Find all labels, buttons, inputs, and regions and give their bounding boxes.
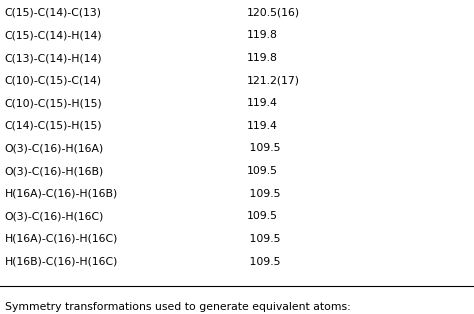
- Text: 109.5: 109.5: [246, 143, 281, 154]
- Text: 109.5: 109.5: [246, 166, 277, 176]
- Text: 119.4: 119.4: [246, 98, 277, 108]
- Text: H(16B)-C(16)-H(16C): H(16B)-C(16)-H(16C): [5, 257, 118, 267]
- Text: C(10)-C(15)-H(15): C(10)-C(15)-H(15): [5, 98, 102, 108]
- Text: H(16A)-C(16)-H(16B): H(16A)-C(16)-H(16B): [5, 189, 118, 199]
- Text: C(15)-C(14)-C(13): C(15)-C(14)-C(13): [5, 8, 102, 18]
- Text: 119.8: 119.8: [246, 30, 277, 41]
- Text: 109.5: 109.5: [246, 189, 281, 199]
- Text: O(3)-C(16)-H(16A): O(3)-C(16)-H(16A): [5, 143, 104, 154]
- Text: 109.5: 109.5: [246, 257, 281, 267]
- Text: 119.4: 119.4: [246, 121, 277, 131]
- Text: C(14)-C(15)-H(15): C(14)-C(15)-H(15): [5, 121, 102, 131]
- Text: 120.5(16): 120.5(16): [246, 8, 300, 18]
- Text: O(3)-C(16)-H(16C): O(3)-C(16)-H(16C): [5, 211, 104, 221]
- Text: C(15)-C(14)-H(14): C(15)-C(14)-H(14): [5, 30, 102, 41]
- Text: 119.8: 119.8: [246, 53, 277, 63]
- Text: C(10)-C(15)-C(14): C(10)-C(15)-C(14): [5, 76, 102, 86]
- Text: 109.5: 109.5: [246, 234, 281, 244]
- Text: C(13)-C(14)-H(14): C(13)-C(14)-H(14): [5, 53, 102, 63]
- Text: 121.2(17): 121.2(17): [246, 76, 300, 86]
- Text: Symmetry transformations used to generate equivalent atoms:: Symmetry transformations used to generat…: [5, 302, 350, 312]
- Text: H(16A)-C(16)-H(16C): H(16A)-C(16)-H(16C): [5, 234, 118, 244]
- Text: O(3)-C(16)-H(16B): O(3)-C(16)-H(16B): [5, 166, 104, 176]
- Text: 109.5: 109.5: [246, 211, 277, 221]
